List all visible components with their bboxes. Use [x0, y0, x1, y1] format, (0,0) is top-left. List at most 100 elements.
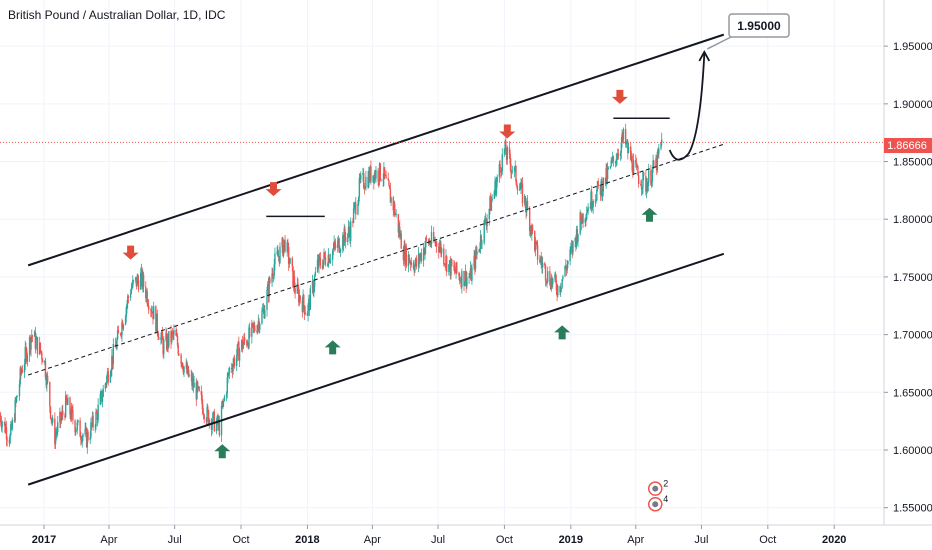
- candle[interactable]: [116, 330, 119, 340]
- candle[interactable]: [241, 340, 243, 350]
- candle[interactable]: [151, 311, 153, 313]
- candle[interactable]: [51, 418, 54, 423]
- candle[interactable]: [117, 330, 120, 334]
- candle[interactable]: [550, 277, 553, 290]
- candle[interactable]: [293, 276, 295, 287]
- candle[interactable]: [484, 218, 487, 223]
- candle[interactable]: [263, 308, 265, 319]
- candle[interactable]: [554, 274, 556, 279]
- candle[interactable]: [494, 180, 496, 192]
- candle[interactable]: [298, 295, 301, 303]
- candle[interactable]: [152, 311, 154, 320]
- candle[interactable]: [279, 246, 281, 263]
- candle[interactable]: [121, 322, 124, 329]
- candle[interactable]: [94, 426, 96, 428]
- candle[interactable]: [579, 212, 581, 234]
- candle[interactable]: [166, 335, 169, 350]
- candle[interactable]: [89, 437, 91, 440]
- candle[interactable]: [90, 422, 93, 426]
- candle[interactable]: [580, 212, 582, 221]
- candle[interactable]: [146, 291, 148, 304]
- time-axis[interactable]: 2017 Apr Jul Oct 2018 Apr Jul Oct 2019 Apr Jul Oct 2…: [32, 525, 847, 546]
- candle[interactable]: [443, 248, 445, 265]
- candle[interactable]: [429, 241, 431, 245]
- candle[interactable]: [331, 250, 334, 260]
- candle[interactable]: [101, 396, 104, 402]
- channel-lower-line[interactable]: [27, 252, 725, 486]
- candle[interactable]: [342, 235, 345, 246]
- candle[interactable]: [591, 191, 593, 209]
- candle[interactable]: [655, 158, 658, 171]
- candle[interactable]: [359, 177, 361, 180]
- candle[interactable]: [560, 288, 562, 293]
- candle[interactable]: [657, 151, 659, 154]
- candle[interactable]: [577, 233, 579, 242]
- candle[interactable]: [251, 323, 253, 337]
- candle[interactable]: [617, 154, 619, 160]
- candle[interactable]: [339, 251, 341, 253]
- candle[interactable]: [283, 239, 286, 245]
- candle[interactable]: [357, 204, 359, 215]
- candle[interactable]: [656, 151, 659, 171]
- candle[interactable]: [348, 226, 350, 233]
- candle[interactable]: [368, 170, 371, 181]
- candle[interactable]: [557, 286, 559, 296]
- candle[interactable]: [116, 339, 118, 349]
- candle[interactable]: [277, 251, 279, 257]
- candle[interactable]: [347, 233, 349, 243]
- candle[interactable]: [604, 177, 607, 185]
- candle[interactable]: [435, 241, 438, 247]
- candle[interactable]: [463, 270, 465, 286]
- candle[interactable]: [565, 268, 568, 271]
- candle[interactable]: [544, 265, 547, 281]
- candle[interactable]: [476, 251, 478, 255]
- candle[interactable]: [640, 185, 643, 190]
- candle[interactable]: [383, 167, 386, 176]
- up-arrow-icon[interactable]: [641, 207, 658, 222]
- candle[interactable]: [296, 283, 299, 294]
- candle[interactable]: [266, 290, 268, 310]
- candle[interactable]: [40, 351, 42, 353]
- candle[interactable]: [102, 388, 104, 397]
- candle[interactable]: [514, 165, 516, 168]
- candle[interactable]: [610, 160, 612, 167]
- candle[interactable]: [140, 272, 142, 290]
- candle[interactable]: [292, 266, 294, 287]
- candle[interactable]: [269, 278, 271, 283]
- candle[interactable]: [105, 383, 107, 385]
- candle[interactable]: [59, 411, 62, 422]
- candle[interactable]: [311, 281, 314, 289]
- candle[interactable]: [126, 303, 128, 308]
- candle[interactable]: [142, 274, 144, 287]
- candle[interactable]: [491, 198, 493, 201]
- candle[interactable]: [370, 166, 372, 182]
- candle[interactable]: [274, 253, 276, 265]
- candle[interactable]: [15, 396, 18, 402]
- candle[interactable]: [383, 167, 385, 180]
- candle[interactable]: [207, 407, 209, 411]
- candle[interactable]: [80, 439, 83, 443]
- candle[interactable]: [392, 197, 394, 211]
- candle[interactable]: [158, 336, 160, 340]
- candle[interactable]: [518, 189, 521, 191]
- candle[interactable]: [252, 323, 254, 327]
- candle[interactable]: [191, 375, 193, 386]
- candle[interactable]: [640, 183, 642, 186]
- candle[interactable]: [160, 331, 163, 338]
- candle[interactable]: [242, 343, 244, 349]
- candle[interactable]: [575, 229, 578, 246]
- candle[interactable]: [661, 139, 663, 143]
- candle[interactable]: [33, 331, 36, 337]
- candle[interactable]: [178, 354, 180, 356]
- candle[interactable]: [243, 337, 246, 342]
- candle[interactable]: [635, 163, 638, 167]
- candle[interactable]: [570, 245, 573, 249]
- candle[interactable]: [77, 420, 79, 423]
- candle[interactable]: [293, 276, 296, 289]
- candle[interactable]: [223, 396, 226, 401]
- candle[interactable]: [284, 239, 286, 252]
- candle[interactable]: [222, 401, 224, 407]
- candle[interactable]: [188, 374, 190, 377]
- candle[interactable]: [114, 344, 117, 346]
